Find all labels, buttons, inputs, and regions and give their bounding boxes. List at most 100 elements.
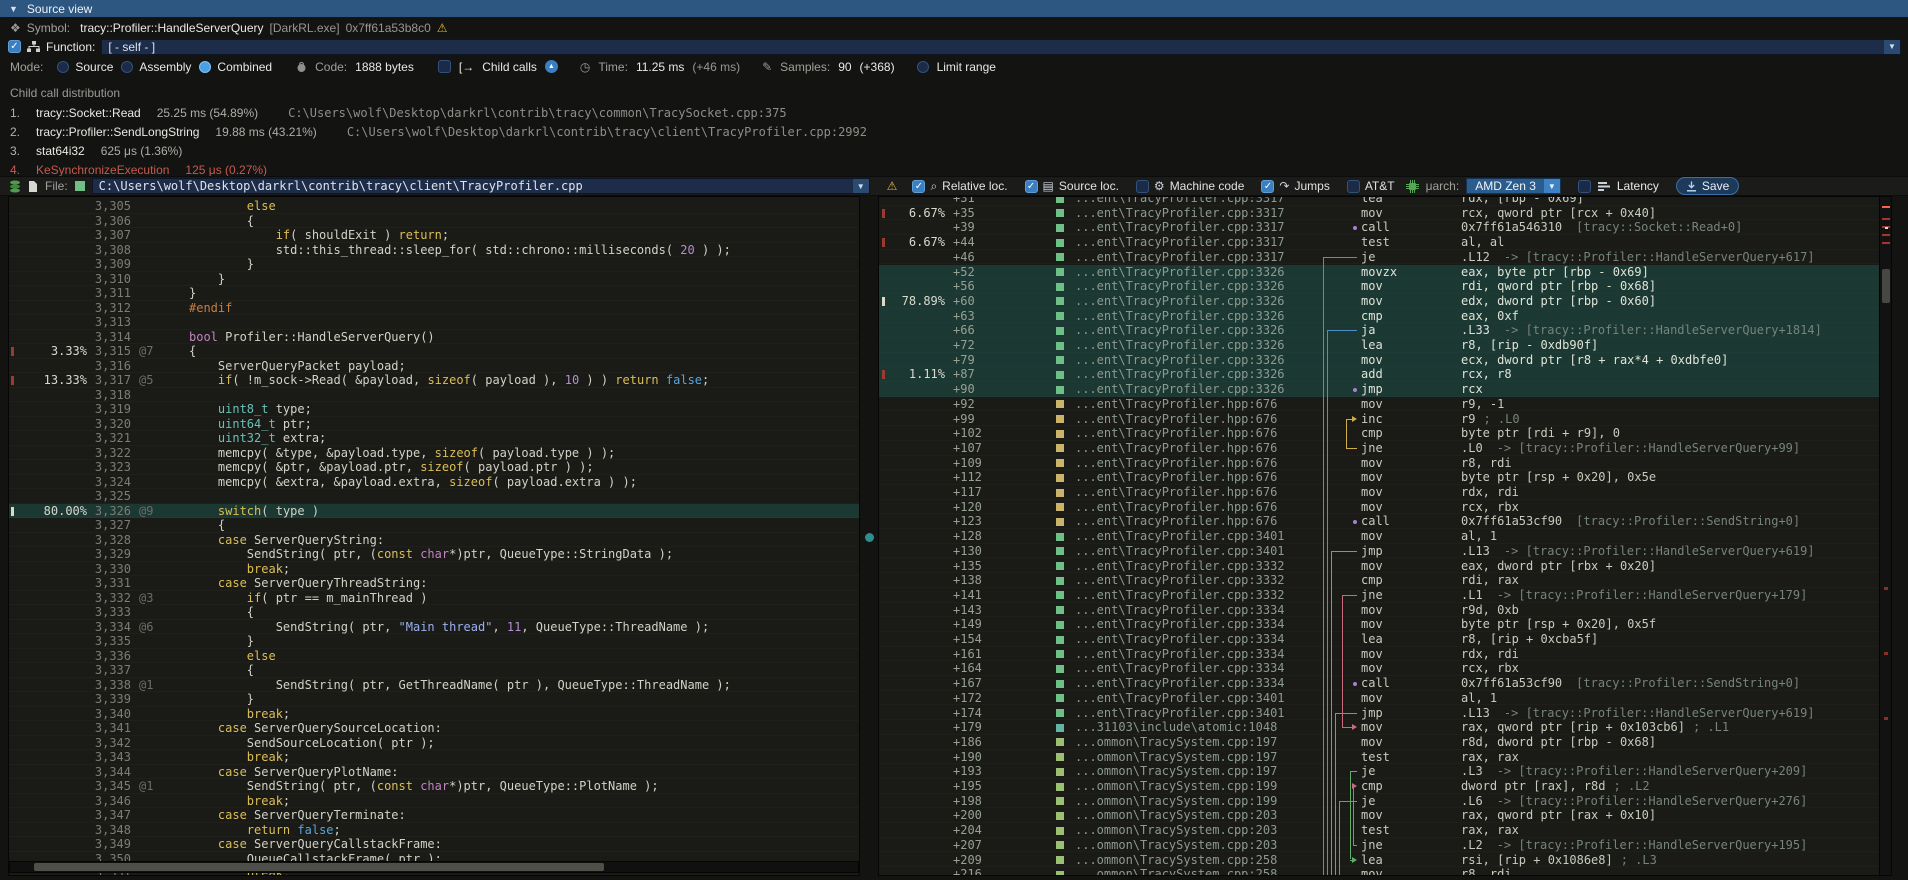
asm-row[interactable]: +179 ...31103\include\atomic:1048 mov rax, … xyxy=(953,720,1730,735)
asm-row[interactable]: +164 ...ent\TracyProfiler.cpp:3334 mov rcx,… xyxy=(953,661,1519,676)
asm-row[interactable]: +117 ...ent\TracyProfiler.hpp:676 mov rdx, … xyxy=(953,485,1519,499)
asm-row[interactable]: +207 ...ommon\TracySystem.cpp:203 jne .L2 ->… xyxy=(953,837,1808,852)
source-line[interactable]: 3,328 case ServerQueryString: xyxy=(9,533,859,548)
source-line[interactable]: 3,341 case ServerQuerySourceLocation: xyxy=(9,721,859,736)
source-line[interactable]: 3,345 @1 SendString( ptr, (const char*)pt… xyxy=(9,779,859,794)
source-line[interactable]: 3,336 else xyxy=(9,649,859,664)
asm-row[interactable]: +56 ...ent\TracyProfiler.cpp:3326 mov rdi, … xyxy=(879,279,1891,294)
source-line[interactable]: 3,332 @3 if( ptr == m_mainThread ) xyxy=(9,591,859,606)
asm-row[interactable]: +149 ...ent\TracyProfiler.cpp:3334 mov byte… xyxy=(953,617,1657,632)
asm-row[interactable]: +216 ...ommon\TracySystem.cpp:258 mov r8, r… xyxy=(879,867,1891,875)
source-line[interactable]: 3,329 SendString( ptr, (const char*)ptr,… xyxy=(9,547,859,562)
source-line[interactable]: 3,347 case ServerQueryTerminate: xyxy=(9,808,859,823)
source-loc-checkbox[interactable]: ✓ xyxy=(1024,179,1038,193)
asm-row[interactable]: +154 ...ent\TracyProfiler.cpp:3334 lea r8, … xyxy=(953,632,1599,646)
asm-row[interactable]: 1.11% +87 ...ent\TracyProfiler.cpp:3326 add… xyxy=(879,367,1891,383)
asm-row[interactable]: +120 ...ent\TracyProfiler.hpp:676 mov rcx, … xyxy=(953,499,1519,514)
asm-vertical-scrollbar[interactable] xyxy=(1879,197,1891,875)
source-line[interactable]: 3,308 std::this_thread::sleep_for( std::… xyxy=(9,243,859,258)
asm-row[interactable]: +190 ...ommon\TracySystem.cpp:197 test rax,… xyxy=(953,749,1519,764)
asm-row[interactable]: +200 ...ommon\TracySystem.cpp:203 mov rax, … xyxy=(953,808,1657,823)
jumps-toggle[interactable]: ✓ ↷ Jumps xyxy=(1261,179,1330,193)
scrollbar-thumb[interactable] xyxy=(34,863,604,871)
source-line[interactable]: 3,333 { xyxy=(9,605,859,620)
source-line[interactable]: 3,309 } xyxy=(9,257,859,272)
source-line[interactable]: 3,324 memcpy( &extra, &payload.extra, si… xyxy=(9,475,859,490)
asm-row[interactable]: +130 ...ent\TracyProfiler.cpp:3401 jmp .L13… xyxy=(953,543,1815,558)
save-button[interactable]: Save xyxy=(1675,177,1740,195)
source-line[interactable]: 3,330 break; xyxy=(9,562,859,577)
asm-row[interactable]: +102 ...ent\TracyProfiler.hpp:676 cmp byte … xyxy=(953,426,1620,441)
asm-row[interactable]: +107 ...ent\TracyProfiler.hpp:676 jne .L0 ->… xyxy=(953,440,1801,455)
source-line[interactable]: 3,323 memcpy( &ptr, &payload.ptr, sizeof… xyxy=(9,460,859,475)
child-call-row[interactable]: 2. tracy::Profiler::SendLongString 19.88 m… xyxy=(10,124,867,139)
chevron-down-icon[interactable]: ▼ xyxy=(1543,179,1560,193)
pane-splitter-grip[interactable] xyxy=(865,533,874,542)
asm-row[interactable]: +90 ...ent\TracyProfiler.cpp:3326 jmp rcx xyxy=(879,382,1891,397)
source-line[interactable]: 3,346 break; xyxy=(9,794,859,809)
chevron-down-icon[interactable]: ▼ xyxy=(852,179,869,193)
relative-loc-toggle[interactable]: ✓ ⌕ Relative loc. xyxy=(912,179,1008,194)
asm-row[interactable]: +63 ...ent\TracyProfiler.cpp:3326 cmp eax, … xyxy=(879,308,1891,324)
asm-row[interactable]: +161 ...ent\TracyProfiler.cpp:3334 mov rdx,… xyxy=(953,646,1519,661)
source-line[interactable]: 3,310 } xyxy=(9,272,859,287)
source-loc-toggle[interactable]: ✓ ▤ Source loc. xyxy=(1024,179,1119,193)
source-line[interactable]: 3,340 break; xyxy=(9,707,859,722)
machine-code-checkbox[interactable] xyxy=(1135,179,1149,193)
source-line[interactable]: 3,306 { xyxy=(9,214,859,229)
function-checkbox[interactable]: ✓ xyxy=(8,40,21,53)
asm-row[interactable]: +204 ...ommon\TracySystem.cpp:203 test rax,… xyxy=(953,823,1519,838)
asm-row[interactable]: +186 ...ommon\TracySystem.cpp:197 mov r8d, … xyxy=(953,734,1657,749)
uarch-select[interactable]: AMD Zen 3 ▼ xyxy=(1466,178,1561,194)
asm-row[interactable]: +172 ...ent\TracyProfiler.cpp:3401 mov al, … xyxy=(953,690,1498,705)
source-line[interactable]: 3,339 } xyxy=(9,692,859,707)
asm-row[interactable]: +46 ...ent\TracyProfiler.cpp:3317 je .L12 ->… xyxy=(953,249,1815,264)
asm-row[interactable]: 6.67% +44 ...ent\TracyProfiler.cpp:3317 tes… xyxy=(879,235,1891,250)
source-line[interactable]: 13.33% 3,317 @5 if( !m_sock->Read( &payloa… xyxy=(9,373,859,388)
asm-row[interactable]: +99 ...ent\TracyProfiler.hpp:676 inc r9; .L… xyxy=(953,411,1520,426)
child-call-row[interactable]: 1. tracy::Socket::Read 25.25 ms (54.89%) C:… xyxy=(10,105,787,120)
mode-radio-source[interactable] xyxy=(57,60,70,73)
asm-row[interactable]: +135 ...ent\TracyProfiler.cpp:3332 mov eax,… xyxy=(953,558,1657,573)
source-line[interactable]: 3,305 else xyxy=(9,199,859,214)
source-line[interactable]: 3,322 memcpy( &type, &payload.type, size… xyxy=(9,446,859,461)
asm-row[interactable]: +198 ...ommon\TracySystem.cpp:199 je .L6 -> … xyxy=(953,793,1808,808)
file-select[interactable]: C:\Users\wolf\Desktop\darkrl\contrib\tra… xyxy=(91,178,870,194)
source-line[interactable]: 3,338 @1 SendString( ptr, GetThreadName( … xyxy=(9,678,859,693)
asm-row[interactable]: +31 ...ent\TracyProfiler.cpp:3317 lea rdx, … xyxy=(953,196,1584,205)
source-line[interactable]: 3,321 uint32_t extra; xyxy=(9,431,859,446)
asm-row[interactable]: +143 ...ent\TracyProfiler.cpp:3334 mov r9d,… xyxy=(953,602,1519,617)
latency-checkbox[interactable] xyxy=(1577,179,1591,193)
source-line[interactable]: 3,312 #endif xyxy=(9,301,859,316)
asm-row[interactable]: +109 ...ent\TracyProfiler.hpp:676 mov r8, r… xyxy=(953,455,1512,470)
source-line[interactable]: 3,334 @6 SendString( ptr, "Main thread", … xyxy=(9,620,859,635)
asm-row[interactable]: +79 ...ent\TracyProfiler.cpp:3326 mov ecx, … xyxy=(879,352,1891,368)
jumps-checkbox[interactable]: ✓ xyxy=(1261,179,1275,193)
scrollbar-thumb[interactable] xyxy=(1882,269,1890,303)
source-line[interactable]: 3,349 case ServerQueryCallstackFrame: xyxy=(9,837,859,852)
source-line[interactable]: 3,342 SendSourceLocation( ptr ); xyxy=(9,736,859,751)
source-line[interactable]: 3,331 case ServerQueryThreadString: xyxy=(9,576,859,591)
asm-row[interactable]: +72 ...ent\TracyProfiler.cpp:3326 lea r8, [… xyxy=(879,338,1891,353)
asm-row[interactable]: +66 ...ent\TracyProfiler.cpp:3326 ja .L33 ->… xyxy=(879,323,1891,338)
source-line[interactable]: 3,343 break; xyxy=(9,750,859,765)
collapse-icon[interactable]: ▼ xyxy=(9,3,18,14)
att-syntax-checkbox[interactable] xyxy=(1346,179,1360,193)
source-line[interactable]: 3,318 xyxy=(9,388,859,403)
limit-range-checkbox[interactable] xyxy=(916,60,929,73)
asm-row[interactable]: +112 ...ent\TracyProfiler.hpp:676 mov byte … xyxy=(953,470,1657,485)
source-line[interactable]: 3,325 xyxy=(9,489,859,504)
source-line[interactable]: 3,320 uint64_t ptr; xyxy=(9,417,859,432)
asm-row[interactable]: 6.67% +35 ...ent\TracyProfiler.cpp:3317 mov… xyxy=(879,206,1891,221)
asm-row[interactable]: +193 ...ommon\TracySystem.cpp:197 je .L3 -> … xyxy=(953,764,1808,779)
asm-row[interactable]: +209 ...ommon\TracySystem.cpp:258 lea rsi, … xyxy=(953,852,1657,867)
machine-code-toggle[interactable]: ⚙ Machine code xyxy=(1135,179,1244,193)
asm-row[interactable]: +128 ...ent\TracyProfiler.cpp:3401 mov al, … xyxy=(953,529,1498,544)
child-call-row[interactable]: 4. KeSynchronizeExecution 125 μs (0.27%) xyxy=(10,162,268,177)
source-line[interactable]: 3,348 return false; xyxy=(9,823,859,838)
child-calls-checkbox[interactable] xyxy=(437,60,451,73)
source-line[interactable]: 3,335 } xyxy=(9,634,859,649)
function-select[interactable]: [ - self - ] ▼ xyxy=(101,38,1901,55)
scroll-up-button[interactable]: ▲ xyxy=(544,60,558,73)
source-line[interactable]: 3,337 { xyxy=(9,663,859,678)
